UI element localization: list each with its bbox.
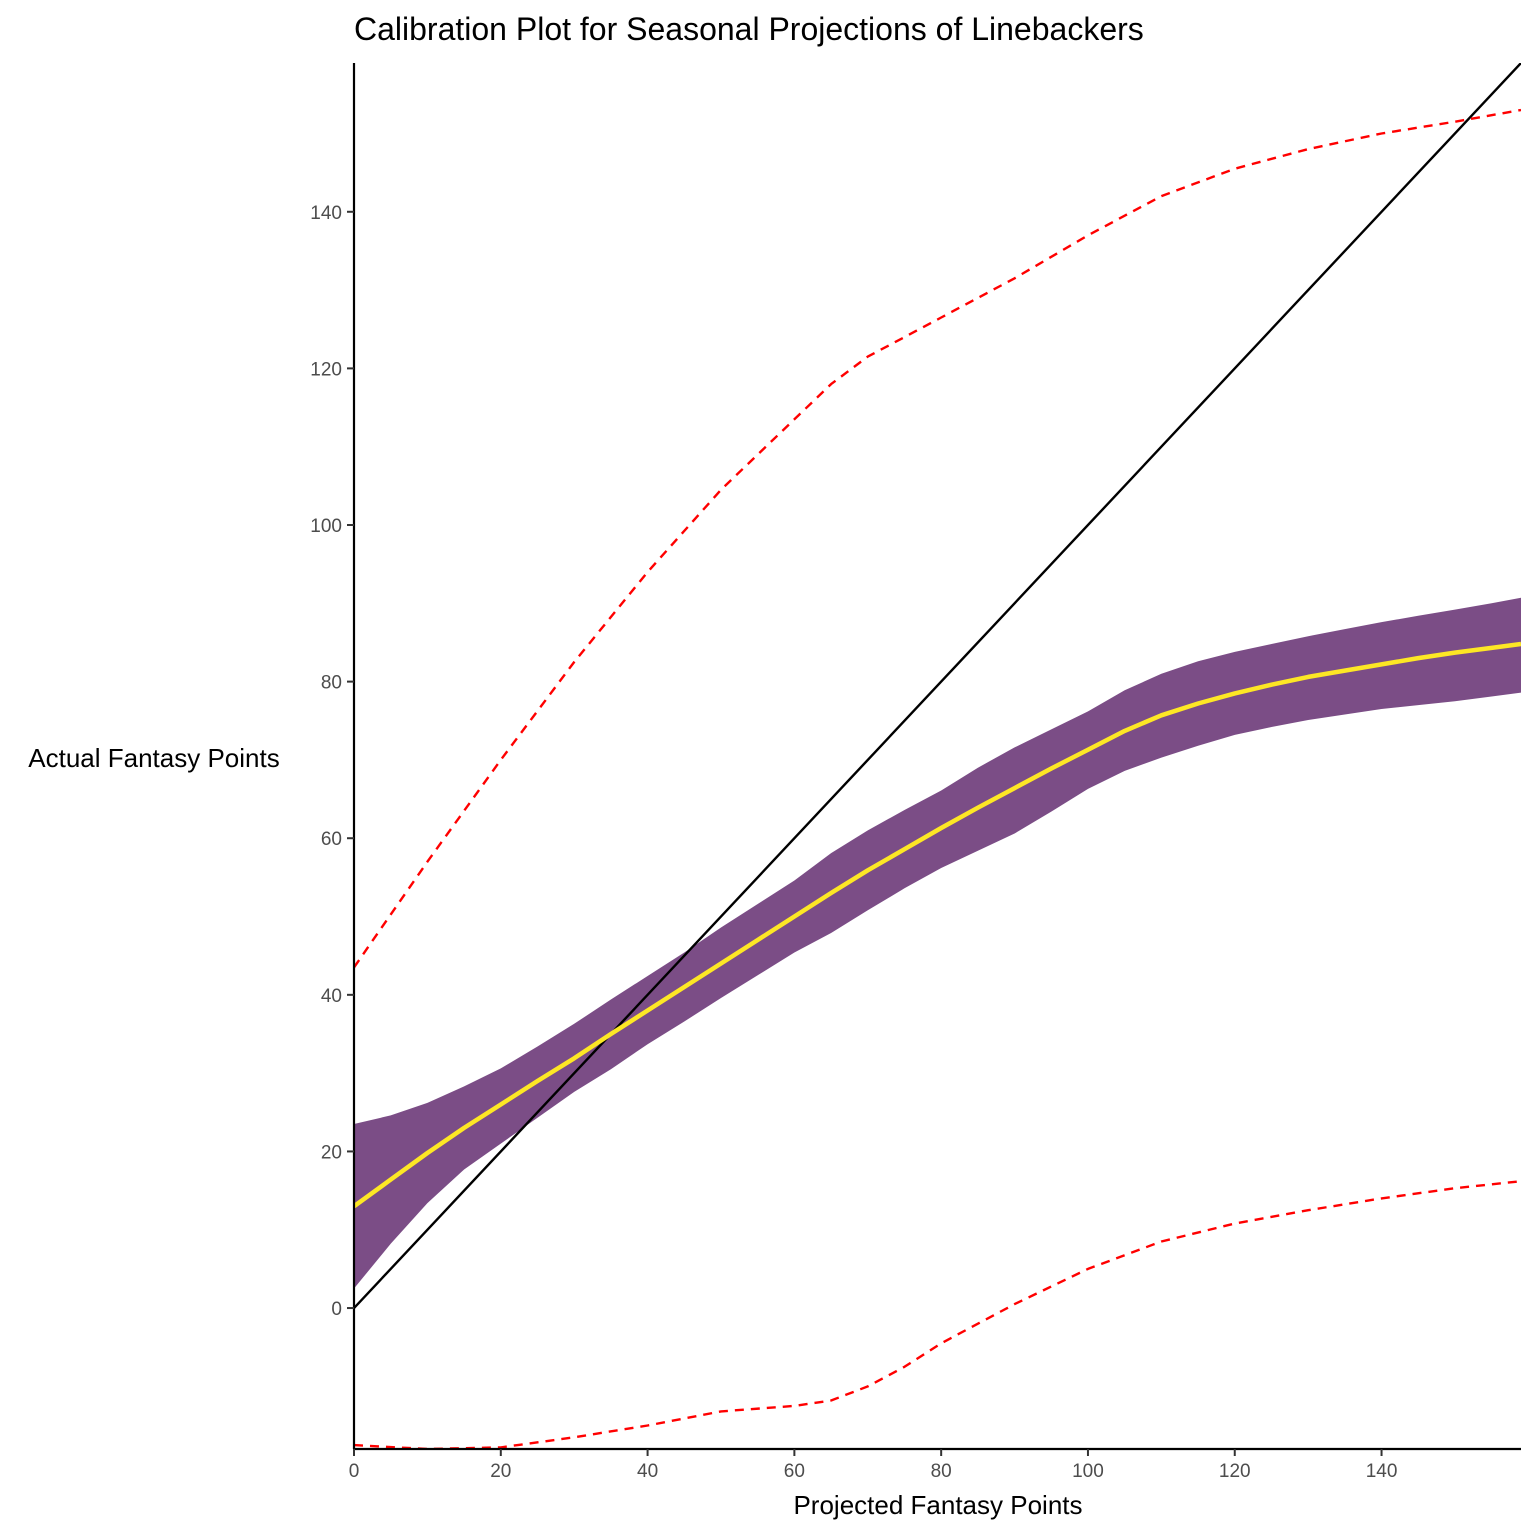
x-tick-label: 20 [490,1461,511,1482]
x-tick-label: 40 [637,1461,658,1482]
y-tick-label: 100 [310,516,342,537]
x-tick-label: 140 [1366,1461,1398,1482]
x-tick-label: 0 [349,1461,360,1482]
fitted-calibration-line [354,641,1521,1209]
x-tick-label: 60 [784,1461,805,1482]
x-tick-label: 100 [1072,1461,1104,1482]
y-tick-label: 80 [321,673,342,694]
x-axis-title: Projected Fantasy Points [793,1490,1082,1520]
x-tick-label: 80 [931,1461,952,1482]
confidence-band [354,597,1521,1289]
y-tick-label: 140 [310,203,342,224]
y-tick-label: 0 [331,1299,342,1320]
prediction-interval-lower-line [354,1180,1521,1449]
x-tick-label: 120 [1219,1461,1251,1482]
y-tick-label: 40 [321,986,342,1007]
prediction-interval-upper-line [354,108,1521,969]
identity-reference-line [354,63,1521,1309]
y-tick-label: 120 [310,359,342,380]
y-tick-label: 20 [321,1142,342,1163]
y-tick-label: 60 [321,829,342,850]
chart-title: Calibration Plot for Seasonal Projection… [354,11,1144,47]
y-axis-title: Actual Fantasy Points [28,743,279,773]
plot-area: 0 20 40 60 80 100 120 140 0 20 40 60 80 100 120 140 [310,63,1521,1482]
